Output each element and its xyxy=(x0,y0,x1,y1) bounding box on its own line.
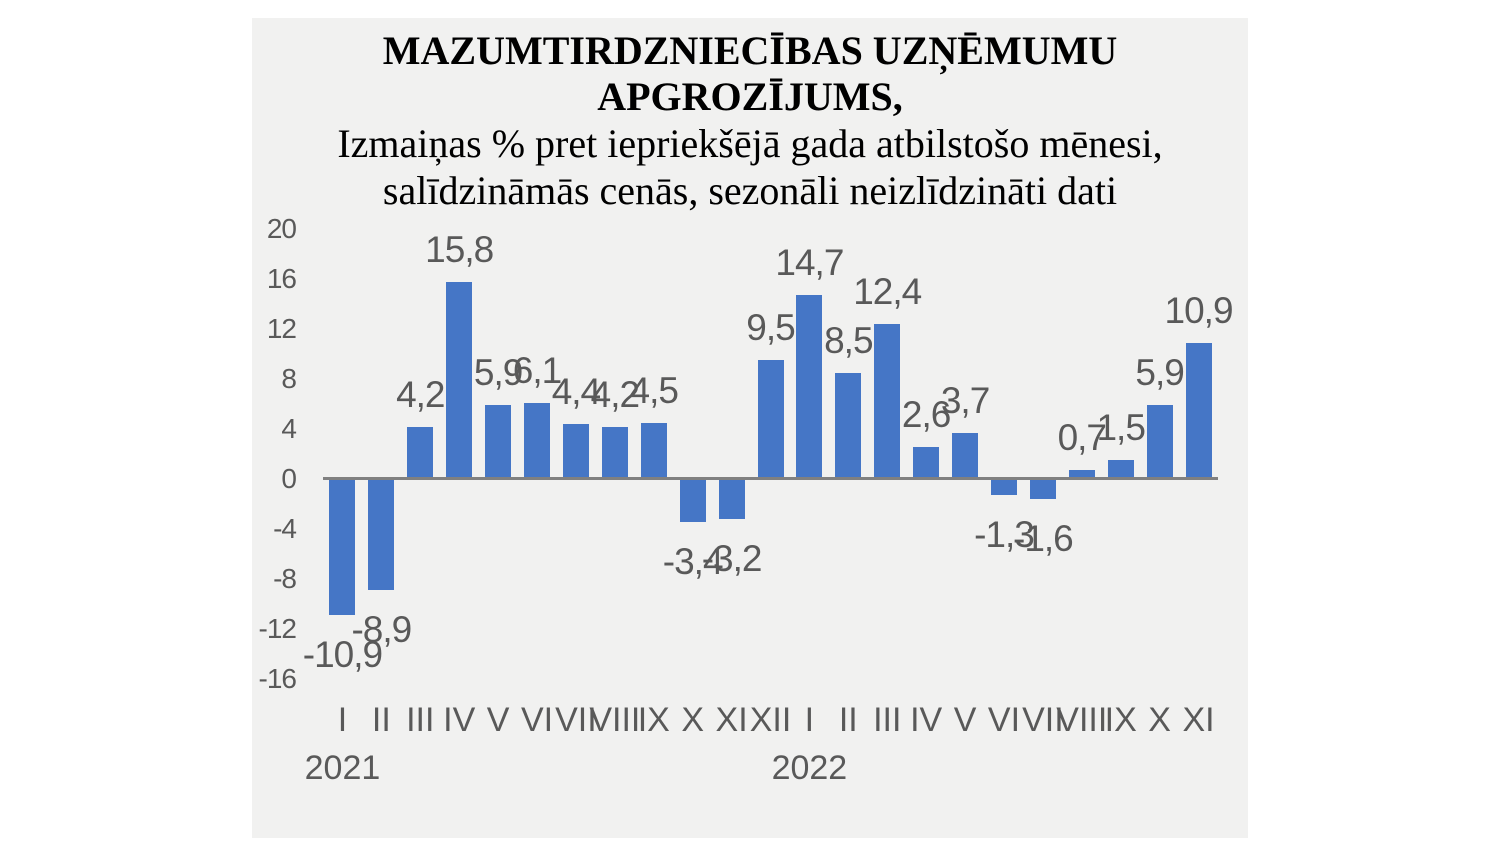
y-axis-tick-label: -4 xyxy=(273,513,297,544)
bar xyxy=(524,402,551,479)
y-axis-tick-label: -8 xyxy=(273,563,297,594)
zero-axis-line xyxy=(323,477,1218,480)
x-axis-month-label: II xyxy=(838,701,858,739)
x-axis-month-label: III xyxy=(406,701,435,739)
bar xyxy=(796,295,823,479)
bar xyxy=(679,479,706,522)
y-axis-tick-label: 8 xyxy=(281,363,297,394)
bar xyxy=(990,479,1017,496)
x-axis-year-label: 2021 xyxy=(304,749,381,787)
bar-value-label: -10,9 xyxy=(302,634,383,676)
x-axis-month-label: XI xyxy=(1182,701,1215,739)
x-axis-month-label: III xyxy=(873,701,902,739)
x-axis-month-label: VII xyxy=(555,701,597,739)
bar xyxy=(1146,405,1173,479)
bar-value-label: -1,6 xyxy=(1013,518,1074,559)
bar-value-label: 5,9 xyxy=(1135,352,1184,394)
bar xyxy=(952,432,979,479)
bar-value-label: 5,9 xyxy=(473,352,523,394)
x-axis-month-label: I xyxy=(337,701,348,739)
bar-value-label: 15,8 xyxy=(425,228,494,270)
chart-area: 20 16 12 8 4 0 -4 -8 -12 -16 -10,9 I -8,9 II 4,2 III 15,… xyxy=(252,18,1248,838)
x-axis-month-label: VIII xyxy=(1056,701,1108,739)
x-axis-month-label: IV xyxy=(910,701,943,739)
bar-value-label: -8,9 xyxy=(351,609,412,651)
bar xyxy=(485,405,512,479)
bar xyxy=(835,372,862,479)
x-axis-month-label: V xyxy=(486,701,510,739)
bar-value-label: 4,5 xyxy=(629,369,679,411)
bar-value-label: 3,7 xyxy=(940,379,990,421)
bar-value-label: 10,9 xyxy=(1164,289,1234,331)
y-axis-tick-label: -16 xyxy=(258,663,297,694)
bar-value-label: 8,5 xyxy=(824,319,873,361)
x-axis-month-label: I xyxy=(804,701,815,739)
x-axis-month-label: VIII xyxy=(589,701,641,739)
bar xyxy=(446,281,473,479)
bar-value-label: 6,1 xyxy=(512,349,562,391)
y-axis-tick-label: 20 xyxy=(266,213,297,244)
y-axis-tick-label: 16 xyxy=(266,263,297,294)
x-axis-month-label: X xyxy=(1148,701,1171,739)
bar-value-label: 1,5 xyxy=(1096,407,1145,449)
bar xyxy=(1068,470,1095,479)
bar xyxy=(1107,460,1134,479)
bar xyxy=(757,360,784,479)
chart-subtitle-line1: Izmaiņas % pret iepriekšējā gada atbilst… xyxy=(337,121,1163,166)
x-axis-month-label: IX xyxy=(1104,701,1137,739)
x-axis-year-label: 2022 xyxy=(771,749,848,787)
bar xyxy=(913,446,940,479)
bar-value-label: 0,7 xyxy=(1057,417,1107,459)
x-axis-month-label: IV xyxy=(443,701,476,739)
bar xyxy=(368,479,395,591)
x-axis-month-label: VII xyxy=(1022,701,1064,739)
bar-value-label: 4,2 xyxy=(396,373,445,415)
bar-value-label: 14,7 xyxy=(775,242,844,284)
x-axis-month-label: V xyxy=(953,701,977,739)
bar-value-label: -3,2 xyxy=(701,538,763,579)
x-axis-month-label: II xyxy=(371,701,391,739)
bar xyxy=(562,424,589,479)
bar xyxy=(1029,479,1056,499)
y-axis-tick-label: -12 xyxy=(258,613,297,644)
bar xyxy=(407,426,434,479)
bar xyxy=(601,426,628,479)
chart-header: MAZUMTIRDZNIECĪBAS UZŅĒMUMU APGROZĪJUMS,… xyxy=(252,28,1248,214)
bar xyxy=(329,479,356,616)
bar-value-label: 4,4 xyxy=(551,371,601,412)
bar-value-label: -3,4 xyxy=(662,540,724,582)
chart-panel: MAZUMTIRDZNIECĪBAS UZŅĒMUMU APGROZĪJUMS,… xyxy=(252,18,1248,838)
bar xyxy=(718,479,745,519)
y-axis-tick-label: 0 xyxy=(281,463,297,494)
bar-value-label: -1,3 xyxy=(974,514,1035,556)
y-axis-tick-label: 4 xyxy=(281,413,297,444)
chart-title-line2: APGROZĪJUMS, xyxy=(597,74,903,119)
x-axis-month-label: VI xyxy=(987,701,1021,739)
y-axis-tick-label: 12 xyxy=(266,313,297,344)
bar-value-label: 4,2 xyxy=(590,373,640,415)
chart-subtitle-line2: salīdzināmās cenās, sezonāli neizlīdzinā… xyxy=(382,168,1118,213)
x-axis-month-label: IX xyxy=(637,701,670,739)
bar-value-label: 12,4 xyxy=(853,271,922,312)
x-axis-month-label: VI xyxy=(520,701,554,739)
bar xyxy=(874,324,901,479)
bar xyxy=(640,422,667,479)
x-axis-month-label: XII xyxy=(749,701,792,739)
bar xyxy=(1185,342,1212,479)
chart-title-line1: MAZUMTIRDZNIECĪBAS UZŅĒMUMU xyxy=(382,28,1118,73)
x-axis-month-label: X xyxy=(681,701,705,739)
x-axis-month-label: XI xyxy=(715,701,748,739)
bar-value-label: 2,6 xyxy=(901,393,951,435)
bar-value-label: 9,5 xyxy=(746,307,795,349)
